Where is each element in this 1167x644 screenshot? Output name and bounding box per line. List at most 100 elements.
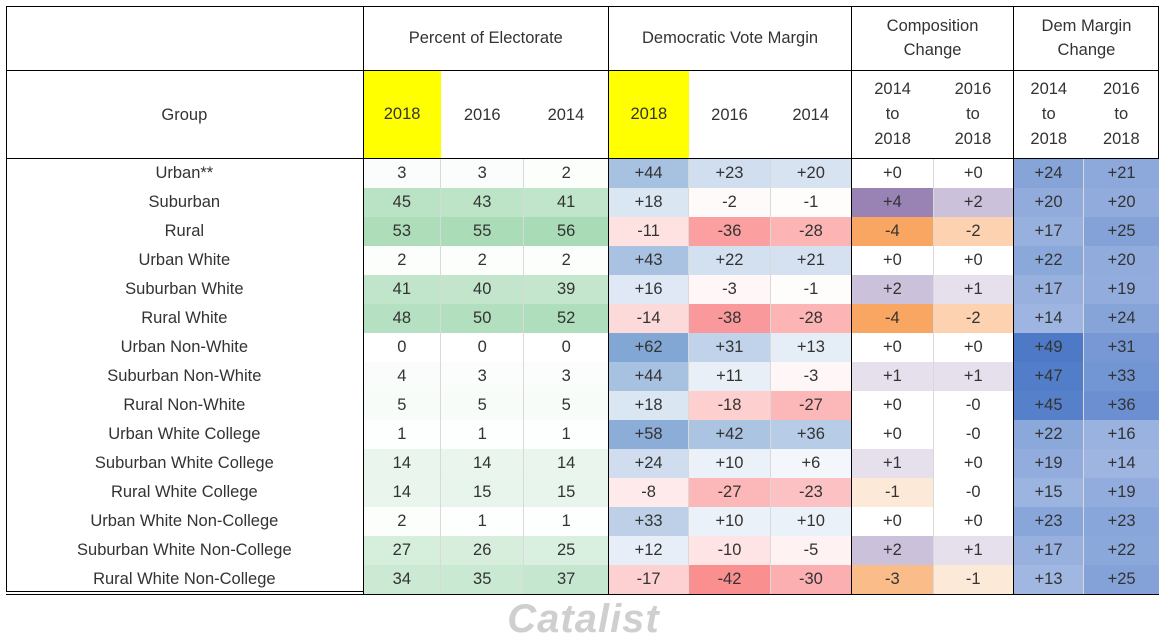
margin-cell: +18 — [607, 188, 689, 217]
comp-cell: +0 — [851, 391, 934, 420]
row-group-label: Urban White Non-College — [90, 512, 279, 530]
margin-cell: -23 — [769, 478, 852, 507]
comp-cell: +0 — [932, 246, 1014, 275]
margin-cell: +62 — [607, 333, 689, 362]
pct-cell: 25 — [523, 536, 609, 565]
margin-cell: -11 — [607, 217, 689, 246]
margin-cell: -30 — [769, 565, 852, 595]
mchange-cell: +16 — [1083, 420, 1159, 449]
table-row: Rural White College 14 15 15 -8 -27 -23 -1 -0 +15… — [6, 478, 1159, 507]
row-group-label: Rural White College — [110, 483, 258, 501]
margin-cell: -38 — [688, 304, 771, 333]
margin-cell: -27 — [688, 478, 771, 507]
mchange-cell: +47 — [1012, 362, 1084, 391]
margin-cell: -28 — [769, 304, 852, 333]
pct-cell: 37 — [523, 565, 609, 595]
header-dem-margin-change: Dem Margin Change — [1012, 6, 1159, 71]
header-comp-2014-2018: 2014 to 2018 — [851, 70, 934, 159]
mchange-cell: +22 — [1012, 420, 1084, 449]
pct-cell: 39 — [523, 275, 609, 304]
pct-cell: 5 — [523, 391, 609, 420]
margin-cell: +12 — [607, 536, 689, 565]
margin-cell: +36 — [769, 420, 852, 449]
pct-cell: 43 — [439, 188, 524, 217]
comp-cell: -3 — [851, 565, 934, 595]
mchange-cell: +49 — [1012, 333, 1084, 362]
margin-cell: +18 — [607, 391, 689, 420]
margin-cell: +42 — [688, 420, 771, 449]
margin-cell: +13 — [769, 333, 852, 362]
header-dem-vote-margin: Democratic Vote Margin — [607, 6, 852, 71]
header-pct-2014: 2014 — [523, 70, 609, 159]
mchange-cell: +25 — [1083, 565, 1159, 595]
pct-cell: 41 — [362, 275, 441, 304]
pct-cell: 50 — [439, 304, 524, 333]
comp-cell: +1 — [932, 536, 1014, 565]
comp-cell: +0 — [932, 449, 1014, 478]
margin-cell: -42 — [688, 565, 771, 595]
margin-cell: +44 — [607, 362, 689, 391]
comp-cell: -2 — [932, 304, 1014, 333]
mchange-cell: +17 — [1012, 217, 1084, 246]
pct-cell: 35 — [439, 565, 524, 595]
header-margin-2018: 2018 — [607, 70, 689, 159]
comp-cell: -2 — [932, 217, 1014, 246]
pct-cell: 14 — [439, 449, 524, 478]
table-row: Urban** 3 3 2 +44 +23 +20 +0 +0 +24 +21 — [6, 158, 1159, 188]
catalist-logo: Catalist — [507, 597, 660, 641]
pct-cell: 55 — [439, 217, 524, 246]
row-group-label: Urban** — [155, 164, 214, 182]
margin-cell: -5 — [769, 536, 852, 565]
comp-cell: +0 — [932, 507, 1014, 536]
table-body: Urban** 3 3 2 +44 +23 +20 +0 +0 +24 +21 Suburban 45 4… — [6, 158, 1159, 595]
row-group-label: Rural White — [141, 309, 228, 327]
comp-cell: +2 — [851, 536, 934, 565]
pct-cell: 53 — [362, 217, 441, 246]
row-group-label: Rural — [164, 222, 205, 240]
row-group-label: Suburban White College — [94, 454, 274, 472]
table-row: Rural White 48 50 52 -14 -38 -28 -4 -2 +14 +24 — [6, 304, 1159, 333]
margin-cell: +31 — [688, 333, 771, 362]
table-row: Suburban White Non-College 27 26 25 +12 -10 -5… — [6, 536, 1159, 565]
margin-cell: +21 — [769, 246, 852, 275]
mchange-cell: +23 — [1083, 507, 1159, 536]
mchange-cell: +13 — [1012, 565, 1084, 595]
header-pct-2018-label: 2018 — [364, 71, 441, 158]
margin-cell: +20 — [769, 158, 852, 188]
mchange-cell: +31 — [1083, 333, 1159, 362]
margin-cell: -36 — [688, 217, 771, 246]
comp-cell: +1 — [851, 449, 934, 478]
table-row: Suburban 45 43 41 +18 -2 -1 +4 +2 +20 +20 — [6, 188, 1159, 217]
mchange-cell: +17 — [1012, 536, 1084, 565]
margin-cell: +6 — [769, 449, 852, 478]
mchange-cell: +14 — [1083, 449, 1159, 478]
comp-cell: -4 — [851, 217, 934, 246]
mchange-cell: +19 — [1083, 478, 1159, 507]
margin-cell: -8 — [607, 478, 689, 507]
comp-cell: +2 — [932, 188, 1014, 217]
table-row: Suburban Non-White 4 3 3 +44 +11 -3 +1 +1 +47 +33 — [6, 362, 1159, 391]
header-percent-of-electorate: Percent of Electorate — [362, 6, 609, 71]
row-group-label: Suburban — [148, 193, 221, 211]
table-row: Rural White Non-College 34 35 37 -17 -42 -30 -3… — [6, 565, 1159, 595]
pct-cell: 1 — [439, 507, 524, 536]
table-row: Suburban White College 14 14 14 +24 +10 +6 +1 +0… — [6, 449, 1159, 478]
mchange-cell: +24 — [1083, 304, 1159, 333]
pct-cell: 34 — [362, 565, 441, 595]
comp-cell: +0 — [932, 158, 1014, 188]
mchange-cell: +36 — [1083, 391, 1159, 420]
margin-cell: -17 — [607, 565, 689, 595]
pct-cell: 0 — [362, 333, 441, 362]
pct-cell: 14 — [523, 449, 609, 478]
pct-cell: 40 — [439, 275, 524, 304]
row-group-label: Urban White — [138, 251, 231, 269]
table-row: Urban Non-White 0 0 0 +62 +31 +13 +0 +0 +49 +31 — [6, 333, 1159, 362]
pct-cell: 2 — [362, 246, 441, 275]
margin-cell: +10 — [688, 507, 771, 536]
pct-cell: 1 — [523, 420, 609, 449]
pct-cell: 3 — [523, 362, 609, 391]
pct-cell: 56 — [523, 217, 609, 246]
comp-cell: +0 — [851, 507, 934, 536]
row-group-label: Suburban Non-White — [107, 367, 262, 385]
mchange-cell: +21 — [1083, 158, 1159, 188]
